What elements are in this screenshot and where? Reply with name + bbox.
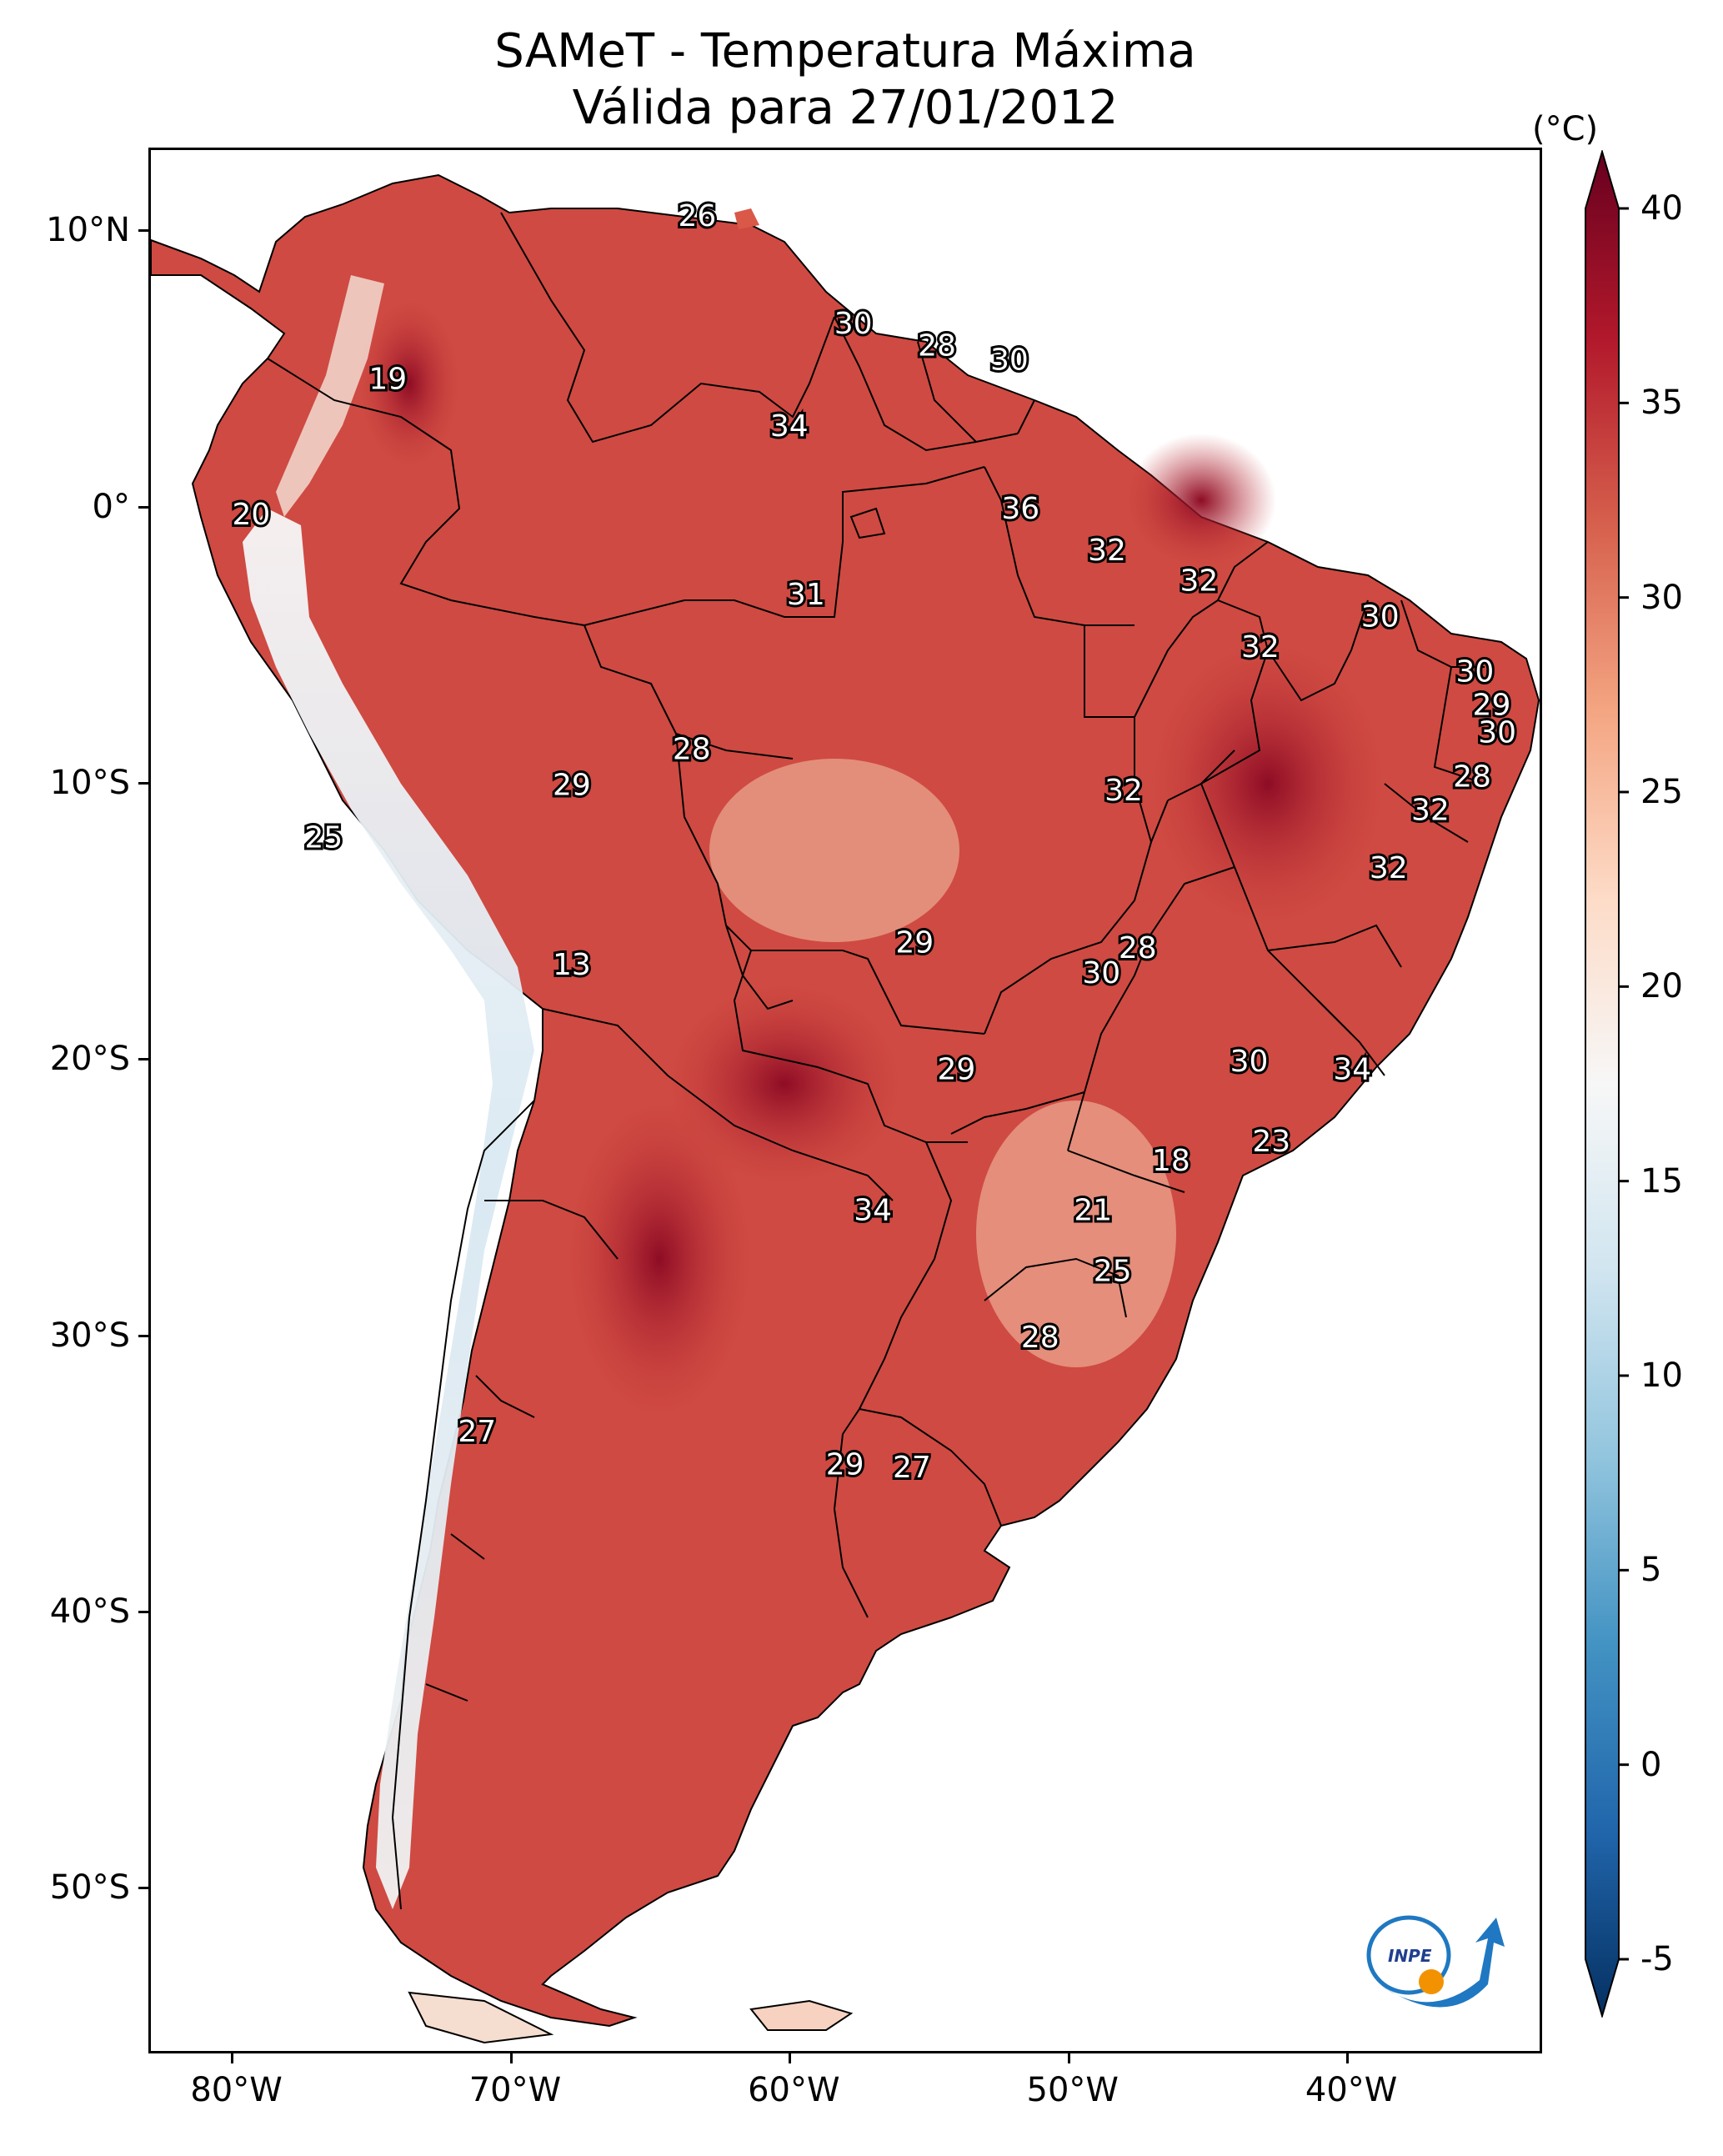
temperature-label: 32 [1411, 793, 1450, 827]
colorbar-tick-label: 30 [1640, 578, 1683, 617]
temperature-label: 28 [673, 732, 711, 766]
temperature-label: 32 [1180, 564, 1218, 598]
inpe-logo: INPE [1366, 1915, 1505, 2008]
temperature-label: 18 [1152, 1144, 1190, 1178]
lon-tick-mark [1067, 2053, 1070, 2063]
temperature-label: 34 [854, 1194, 892, 1228]
cool-area-south-brazil [976, 1101, 1176, 1367]
temperature-label: 20 [232, 498, 270, 532]
colorbar-gradient [1585, 150, 1620, 2018]
temperature-label: 30 [1455, 655, 1494, 689]
lon-tick-mark [1345, 2053, 1349, 2063]
lon-tick-label: 70°W [468, 2071, 562, 2109]
lat-tick-mark [138, 229, 148, 233]
lat-tick-label: 40°S [49, 1592, 130, 1631]
lon-tick-mark [789, 2053, 792, 2063]
lat-tick-mark [138, 782, 148, 785]
lat-tick-mark [138, 1334, 148, 1337]
temperature-label: 29 [895, 925, 934, 960]
lat-tick-mark [138, 505, 148, 509]
colorbar-ticks [1619, 207, 1629, 1961]
country-borders [267, 212, 1485, 1910]
temperature-label: 32 [1088, 534, 1126, 568]
lon-tick-mark [509, 2053, 513, 2063]
map-subtitle: Válida para 27/01/2012 [572, 81, 1119, 135]
map-title: SAMeT - Temperatura Máxima [494, 24, 1196, 78]
lat-tick-label: 10°S [49, 764, 130, 802]
temperature-label: 23 [1252, 1125, 1290, 1159]
temperature-label: 28 [1119, 931, 1157, 965]
marajo-island [849, 507, 886, 539]
colorbar-tick-label: -5 [1640, 1940, 1674, 1978]
caribbean-island [734, 208, 759, 229]
hot-core-para [1126, 434, 1276, 567]
tierra-del-fuego [408, 1991, 554, 2044]
temperature-label: 34 [770, 409, 809, 444]
lon-tick-label: 50°W [1026, 2071, 1119, 2109]
lon-tick-mark [231, 2053, 234, 2063]
colorbar-tick-label: 0 [1640, 1745, 1662, 1784]
andes-cold-strip [243, 509, 534, 1909]
hot-core-bahia [1151, 642, 1385, 925]
colorbar-tick-label: 10 [1640, 1356, 1683, 1395]
lon-tick-label: 40°W [1305, 2071, 1398, 2109]
temperature-label: 29 [553, 769, 591, 803]
inpe-logo-text: INPE [1388, 1946, 1432, 1966]
colorbar-tick-label: 25 [1640, 773, 1683, 811]
colorbar-unit: (°C) [1532, 110, 1599, 148]
lat-tick-mark [138, 1610, 148, 1613]
lon-tick-label: 60°W [748, 2071, 840, 2109]
colorbar-tick-label: 5 [1640, 1551, 1662, 1590]
temperature-label: 34 [1333, 1053, 1371, 1087]
hot-core-colombia [359, 300, 459, 467]
temperature-label: 19 [368, 362, 407, 396]
temperature-label: 29 [1473, 688, 1511, 722]
hot-core-chaco [668, 984, 901, 1184]
cool-area-mato-grosso [709, 759, 959, 942]
temperature-label: 31 [787, 578, 825, 612]
temperature-label: 27 [458, 1415, 496, 1449]
temperature-label: 21 [1074, 1194, 1112, 1228]
temperature-label: 25 [304, 820, 343, 855]
temperature-label: 32 [1370, 851, 1408, 885]
lat-tick-mark [138, 1058, 148, 1061]
colorbar-tick-label: 15 [1640, 1161, 1683, 1201]
temperature-label: 30 [1082, 956, 1120, 990]
colorbar-tick-label: 40 [1640, 189, 1683, 228]
temperature-label: 32 [1241, 630, 1280, 664]
lat-tick-label: 20°S [49, 1040, 130, 1079]
temperature-label: 30 [834, 307, 873, 341]
temperature-label: 28 [1021, 1321, 1059, 1355]
lat-tick-label: 30°S [49, 1316, 130, 1355]
map-panel: 26 30 28 30 19 34 36 20 32 32 31 30 32 30 29 30 28 28 29 32… [148, 148, 1542, 2053]
temperature-label: 28 [918, 329, 956, 364]
temperature-label: 29 [938, 1053, 976, 1087]
colombia-andes-cold [276, 275, 384, 517]
temperature-label: 26 [679, 199, 717, 233]
temperature-label: 30 [1361, 599, 1400, 634]
hot-core-argentina [568, 1101, 751, 1417]
temperature-label: 30 [990, 343, 1029, 377]
temperature-label: 25 [1094, 1255, 1132, 1289]
temperature-label: 28 [1453, 760, 1491, 795]
temperature-label: 27 [893, 1451, 931, 1485]
lon-tick-label: 80°W [190, 2071, 283, 2109]
temperature-label: 32 [1104, 774, 1143, 808]
temperature-label: 29 [826, 1448, 864, 1482]
temperature-label: 13 [553, 948, 591, 982]
colorbar-tick-label: 35 [1640, 384, 1683, 423]
falkland-islands [749, 1999, 854, 2031]
temperature-label: 36 [1001, 492, 1039, 526]
colorbar [1585, 150, 1629, 2018]
temperature-label: 30 [1230, 1045, 1269, 1079]
temperature-label: 30 [1478, 716, 1516, 750]
colorbar-tick-label: 20 [1640, 967, 1683, 1006]
lat-tick-label: 0° [92, 487, 130, 526]
lat-tick-label: 10°N [46, 211, 130, 250]
lat-tick-label: 50°S [49, 1868, 130, 1908]
lat-tick-mark [138, 1887, 148, 1890]
